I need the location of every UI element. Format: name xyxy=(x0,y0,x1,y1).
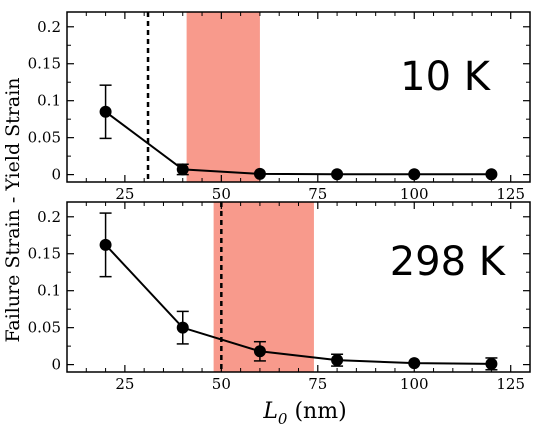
data-point xyxy=(253,167,266,180)
temperature-label: 10 K xyxy=(400,54,492,100)
top-panel: 25 50 75 100 125 0 0.05 0.1 0.15 0.2 10 K xyxy=(28,11,531,203)
shaded-region xyxy=(213,202,314,372)
x-tick-label: 125 xyxy=(496,375,525,393)
y-tick-label: 0 xyxy=(51,166,61,184)
y-tick-label: 0.2 xyxy=(37,208,61,226)
y-tick-label: 0.15 xyxy=(28,55,61,73)
y-tick-label: 0.15 xyxy=(28,245,61,263)
x-axis-symbol: L xyxy=(262,399,278,424)
y-axis-title: Failure Strain - Yield Strain xyxy=(2,77,24,342)
x-tick-label: 50 xyxy=(212,375,231,393)
x-tick-label: 75 xyxy=(308,375,327,393)
y-tick-label: 0.1 xyxy=(37,92,61,110)
x-tick-label: 75 xyxy=(308,185,327,203)
bottom-panel: 25 50 75 100 125 0 0.05 0.1 0.15 0.2 298 K xyxy=(28,201,531,393)
data-point xyxy=(485,168,498,181)
series-line xyxy=(104,110,492,176)
y-tick-label: 0.1 xyxy=(37,282,61,300)
data-point xyxy=(253,345,266,358)
series-line xyxy=(104,244,492,365)
x-tick-label: 100 xyxy=(400,185,429,203)
y-tick-label: 0 xyxy=(51,356,61,374)
x-tick-label: 25 xyxy=(115,375,134,393)
x-tick-label: 100 xyxy=(400,375,429,393)
x-axis-subscript: 0 xyxy=(278,410,288,428)
x-tick-label: 25 xyxy=(115,185,134,203)
shaded-region xyxy=(186,12,260,182)
data-point xyxy=(408,168,421,181)
data-point xyxy=(331,168,344,181)
temperature-label: 298 K xyxy=(390,239,507,285)
data-point xyxy=(331,354,344,367)
x-axis-title: L0 (nm) xyxy=(262,399,346,428)
y-tick-label: 0.05 xyxy=(28,319,61,337)
x-tick-label: 50 xyxy=(212,185,231,203)
y-tick-label: 0.2 xyxy=(37,18,61,36)
x-tick-label: 125 xyxy=(496,185,525,203)
data-point xyxy=(408,357,421,370)
data-point xyxy=(99,238,112,251)
y-tick-label: 0.05 xyxy=(28,129,61,147)
data-point xyxy=(99,105,112,118)
data-point xyxy=(176,163,189,176)
data-point xyxy=(485,357,498,370)
data-point xyxy=(176,321,189,334)
x-axis-unit: (nm) xyxy=(287,399,346,424)
